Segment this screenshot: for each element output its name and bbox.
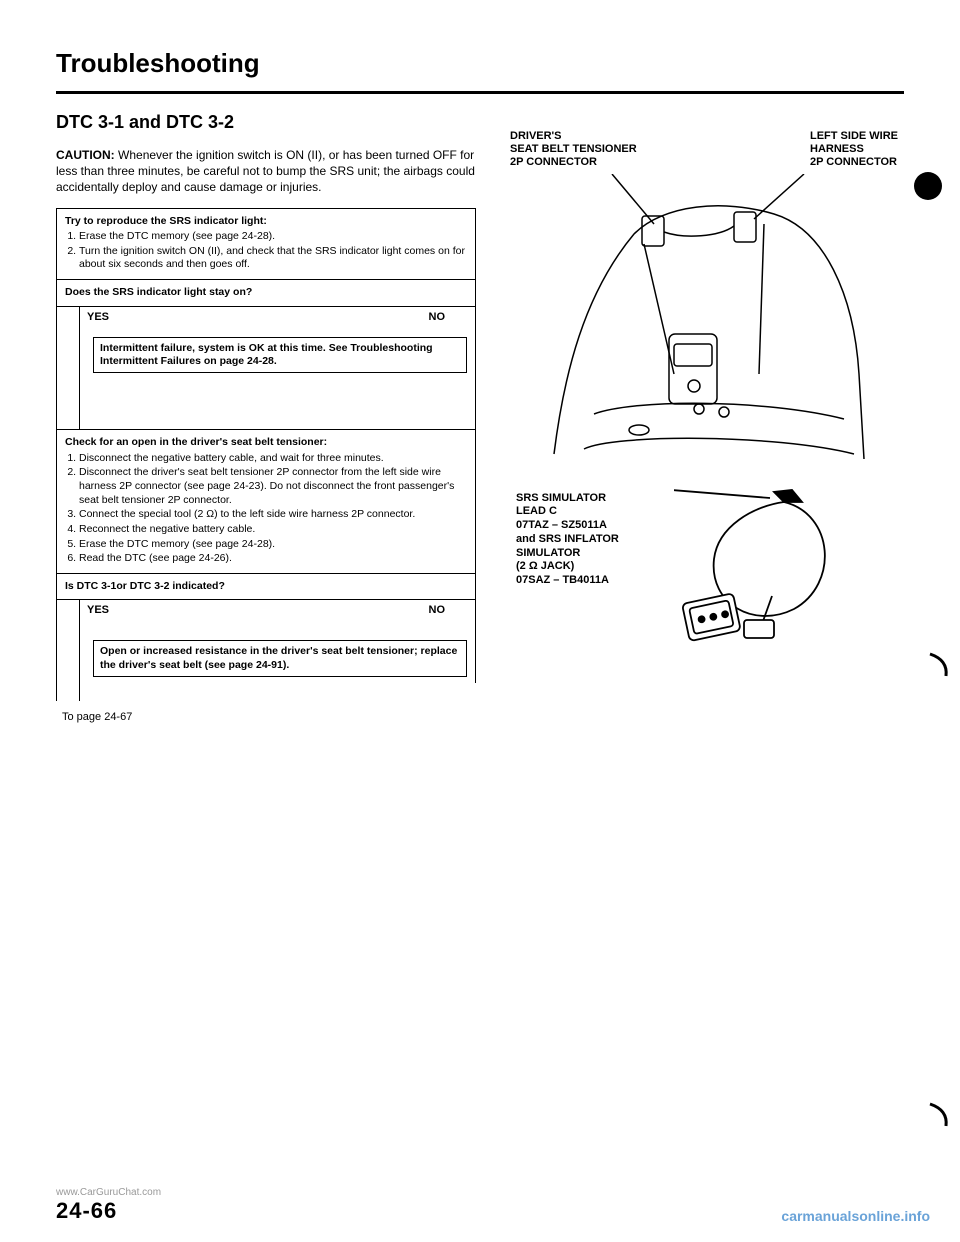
right-column: DRIVER'S SEAT BELT TENSIONER 2P CONNECTO… xyxy=(504,112,904,723)
step: Erase the DTC memory (see page 24-28). xyxy=(79,538,467,552)
step: Disconnect the negative battery cable, a… xyxy=(79,452,467,466)
step: Connect the special tool (2 Ω) to the le… xyxy=(79,508,467,522)
left-column: DTC 3-1 and DTC 3-2 CAUTION: Whenever th… xyxy=(56,112,476,723)
caution-text: CAUTION: Whenever the ignition switch is… xyxy=(56,147,476,196)
page-title: Troubleshooting xyxy=(56,48,904,79)
to-page-ref: To page 24-67 xyxy=(62,711,476,723)
simulator-labels: SRS SIMULATOR LEAD C 07TAZ – SZ5011A and… xyxy=(504,492,904,588)
step: Disconnect the driver's seat belt tensio… xyxy=(79,466,467,507)
check-open-box: Check for an open in the driver's seat b… xyxy=(56,429,476,574)
reproduce-box: Try to reproduce the SRS indicator light… xyxy=(56,208,476,281)
intermittent-box: Intermittent failure, system is OK at th… xyxy=(93,337,467,373)
step: Read the DTC (see page 24-26). xyxy=(79,552,467,566)
rule xyxy=(56,91,904,94)
seat-diagram xyxy=(504,174,904,484)
step: Reconnect the negative battery cable. xyxy=(79,523,467,537)
footer-watermark: carmanualsonline.info xyxy=(781,1208,930,1224)
no-label: NO xyxy=(429,311,446,323)
punch-dot-icon xyxy=(914,172,942,200)
connector-label-left: DRIVER'S SEAT BELT TENSIONER 2P CONNECTO… xyxy=(510,130,637,170)
step: Turn the ignition switch ON (II), and ch… xyxy=(79,245,467,272)
footer-left: www.CarGuruChat.com 24-66 xyxy=(56,1184,161,1224)
page-number: 24-66 xyxy=(56,1198,117,1223)
simulator-diagram xyxy=(674,484,854,654)
no-label: NO xyxy=(429,604,446,616)
connector-label-right: LEFT SIDE WIRE HARNESS 2P CONNECTOR xyxy=(810,130,898,170)
edge-mark-icon xyxy=(926,1100,954,1128)
yes-label: YES xyxy=(87,604,109,616)
question-2: Is DTC 3-1or DTC 3-2 indicated? xyxy=(56,574,476,601)
dtc-heading: DTC 3-1 and DTC 3-2 xyxy=(56,112,476,133)
question-1: Does the SRS indicator light stay on? xyxy=(56,280,476,307)
yes-label: YES xyxy=(87,311,109,323)
step: Erase the DTC memory (see page 24-28). xyxy=(79,230,467,244)
edge-mark-icon xyxy=(926,650,954,678)
open-resistance-box: Open or increased resistance in the driv… xyxy=(93,640,467,676)
